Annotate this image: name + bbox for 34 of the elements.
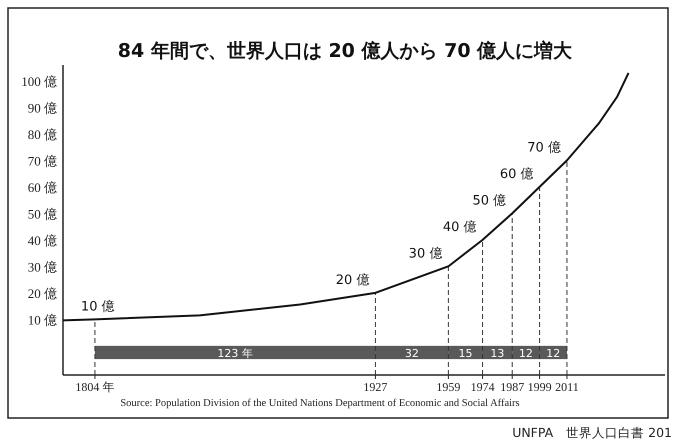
y-tick-label: 50 億 — [28, 206, 57, 222]
x-tick-label: 1804 年 — [75, 380, 114, 394]
y-tick-label: 10 億 — [28, 312, 57, 328]
band-label: 13 — [490, 346, 504, 360]
y-tick-label: 40 億 — [28, 232, 57, 248]
band-label: 12 — [518, 346, 533, 360]
x-tick-label: 1999 — [528, 380, 552, 394]
y-tick-label: 100 億 — [21, 74, 57, 89]
x-tick-label: 1987 — [500, 380, 524, 394]
y-tick-label: 60 億 — [28, 180, 57, 195]
y-tick-label: 90 億 — [28, 100, 57, 116]
text: UNFPA 世界人口白書 201 — [512, 425, 672, 440]
annotation: 70 億 — [527, 140, 561, 156]
x-tick-label: 2011 — [555, 380, 579, 394]
annotation: 10 億 — [80, 299, 115, 314]
band-label: 32 — [404, 346, 419, 360]
x-tick-label: 1927 — [363, 380, 388, 394]
x-tick-label: 1974 — [470, 380, 495, 394]
y-tick-label: 20 億 — [28, 286, 57, 301]
band-label: 15 — [458, 346, 472, 360]
annotation: 60 億 — [500, 166, 534, 182]
annotation: 40 億 — [442, 220, 477, 235]
source-note: Source: Population Division of the United Nations Department of Economic and Social Affairs — [120, 398, 520, 409]
y-tick-label: 70 億 — [28, 153, 57, 168]
x-tick-label: 1959 — [436, 380, 460, 394]
line-series — [62, 72, 630, 322]
y-tick-label: 80 億 — [28, 126, 57, 142]
chart-title: 84 年間で、世界人口は 20 億人から 70 億人に増大 — [118, 40, 574, 62]
annotation: 20 億 — [336, 272, 370, 288]
y-tick-label: 30 億 — [28, 259, 57, 274]
annotation: 30 億 — [408, 246, 442, 262]
band-label: 12 — [546, 346, 560, 360]
annotation: 50 億 — [472, 193, 506, 208]
band-label: 123 年 — [217, 346, 253, 360]
